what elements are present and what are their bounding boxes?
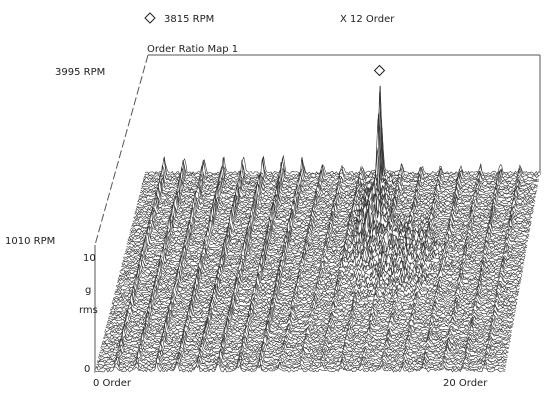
- trace-fill: [127, 209, 529, 243]
- rpm-trace: [137, 177, 535, 205]
- y-axis-top-label: 10: [83, 253, 96, 264]
- rpm-trace: [117, 263, 522, 281]
- rpm-trace: [95, 355, 506, 369]
- rpm-trace: [135, 183, 534, 211]
- cursor-header: 3815 RPM X 12 Order: [144, 12, 395, 25]
- rpm-trace: [125, 230, 527, 253]
- rpm-trace: [108, 305, 515, 321]
- rpm-trace: [122, 238, 525, 263]
- diamond-marker-icon: [144, 12, 156, 24]
- rpm-trace: [114, 279, 519, 295]
- y-axis-bottom-label: 0: [84, 364, 90, 375]
- rpm-trace: [143, 102, 539, 181]
- rpm-trace: [122, 245, 525, 265]
- rpm-trace: [94, 360, 506, 373]
- rpm-trace: [107, 308, 515, 323]
- trace-fill: [142, 92, 538, 187]
- rpm-trace: [101, 333, 510, 347]
- rpm-trace: [144, 120, 540, 177]
- rpm-trace: [95, 358, 506, 371]
- rpm-trace: [129, 202, 530, 235]
- rpm-trace: [118, 262, 522, 279]
- rpm-trace: [112, 290, 518, 303]
- rpm-trace: [116, 272, 521, 287]
- rpm-trace: [98, 347, 508, 359]
- rpm-trace: [140, 118, 538, 191]
- y-axis-unit-rms: rms: [79, 305, 98, 316]
- rpm-trace: [124, 233, 526, 255]
- x-axis-start-label: 0 Order: [93, 378, 132, 389]
- rpm-trace: [102, 326, 511, 341]
- rpm-trace: [134, 193, 533, 217]
- rpm-trace: [139, 119, 537, 195]
- rpm-trace: [131, 199, 531, 229]
- rpm-start-label: 1010 RPM: [5, 236, 55, 247]
- rpm-trace: [105, 316, 513, 331]
- rpm-trace: [130, 208, 530, 233]
- rpm-trace: [111, 293, 517, 309]
- rpm-trace: [132, 196, 532, 225]
- rpm-trace: [136, 182, 535, 209]
- rpm-trace: [116, 268, 521, 285]
- trace-fill: [145, 128, 540, 175]
- waterfall-traces: [94, 85, 541, 373]
- rpm-trace: [138, 147, 536, 199]
- rpm-trace: [104, 318, 513, 333]
- plot-frame: [94, 54, 541, 373]
- chart-title: Order Ratio Map 1: [147, 44, 238, 55]
- trace-fill: [138, 154, 536, 201]
- rpm-trace: [100, 339, 509, 353]
- rpm-trace: [115, 273, 520, 291]
- rpm-trace: [113, 285, 518, 301]
- rpm-trace: [141, 111, 538, 189]
- rpm-trace: [113, 283, 519, 297]
- rpm-trace: [113, 284, 519, 299]
- rpm-trace: [119, 259, 523, 277]
- rpm-trace: [126, 225, 528, 247]
- rpm-end-label: 3995 RPM: [55, 67, 105, 78]
- trace-fill: [129, 202, 530, 235]
- rpm-trace: [106, 313, 514, 327]
- rpm-trace: [120, 249, 524, 272]
- rpm-trace: [128, 207, 529, 239]
- rpm-trace: [97, 348, 507, 363]
- rpm-trace: [123, 238, 526, 259]
- trace-fill: [95, 360, 505, 373]
- rpm-trace: [133, 188, 533, 219]
- rpm-trace: [132, 191, 532, 223]
- rpm-trace: [108, 303, 516, 317]
- rpm-trace: [124, 235, 526, 257]
- rpm-trace: [102, 328, 511, 343]
- y-axis-unit-g: g: [85, 285, 91, 296]
- x-axis-end-label: 20 Order: [443, 378, 488, 389]
- rpm-trace: [142, 85, 539, 183]
- peak-diamond-marker-icon: [373, 64, 386, 77]
- rpm-trace: [96, 356, 507, 367]
- rpm-trace: [127, 209, 529, 243]
- rpm-trace: [143, 116, 540, 179]
- rpm-trace: [101, 330, 510, 345]
- rpm-trace: [123, 236, 526, 261]
- rpm-trace: [96, 351, 507, 365]
- rpm-trace: [98, 343, 508, 357]
- rpm-trace: [105, 315, 513, 329]
- rpm-trace: [136, 174, 535, 207]
- rpm-trace: [109, 300, 516, 315]
- rpm-trace: [111, 293, 517, 307]
- rpm-trace: [100, 335, 510, 349]
- rpm-trace: [131, 198, 532, 227]
- rpm-trace: [125, 229, 527, 251]
- rpm-trace: [134, 191, 534, 215]
- rpm-trace: [103, 322, 512, 337]
- rpm-trace: [119, 255, 523, 275]
- cursor-rpm-readout: 3815 RPM: [164, 14, 214, 25]
- cursor-order-readout: X 12 Order: [340, 14, 395, 25]
